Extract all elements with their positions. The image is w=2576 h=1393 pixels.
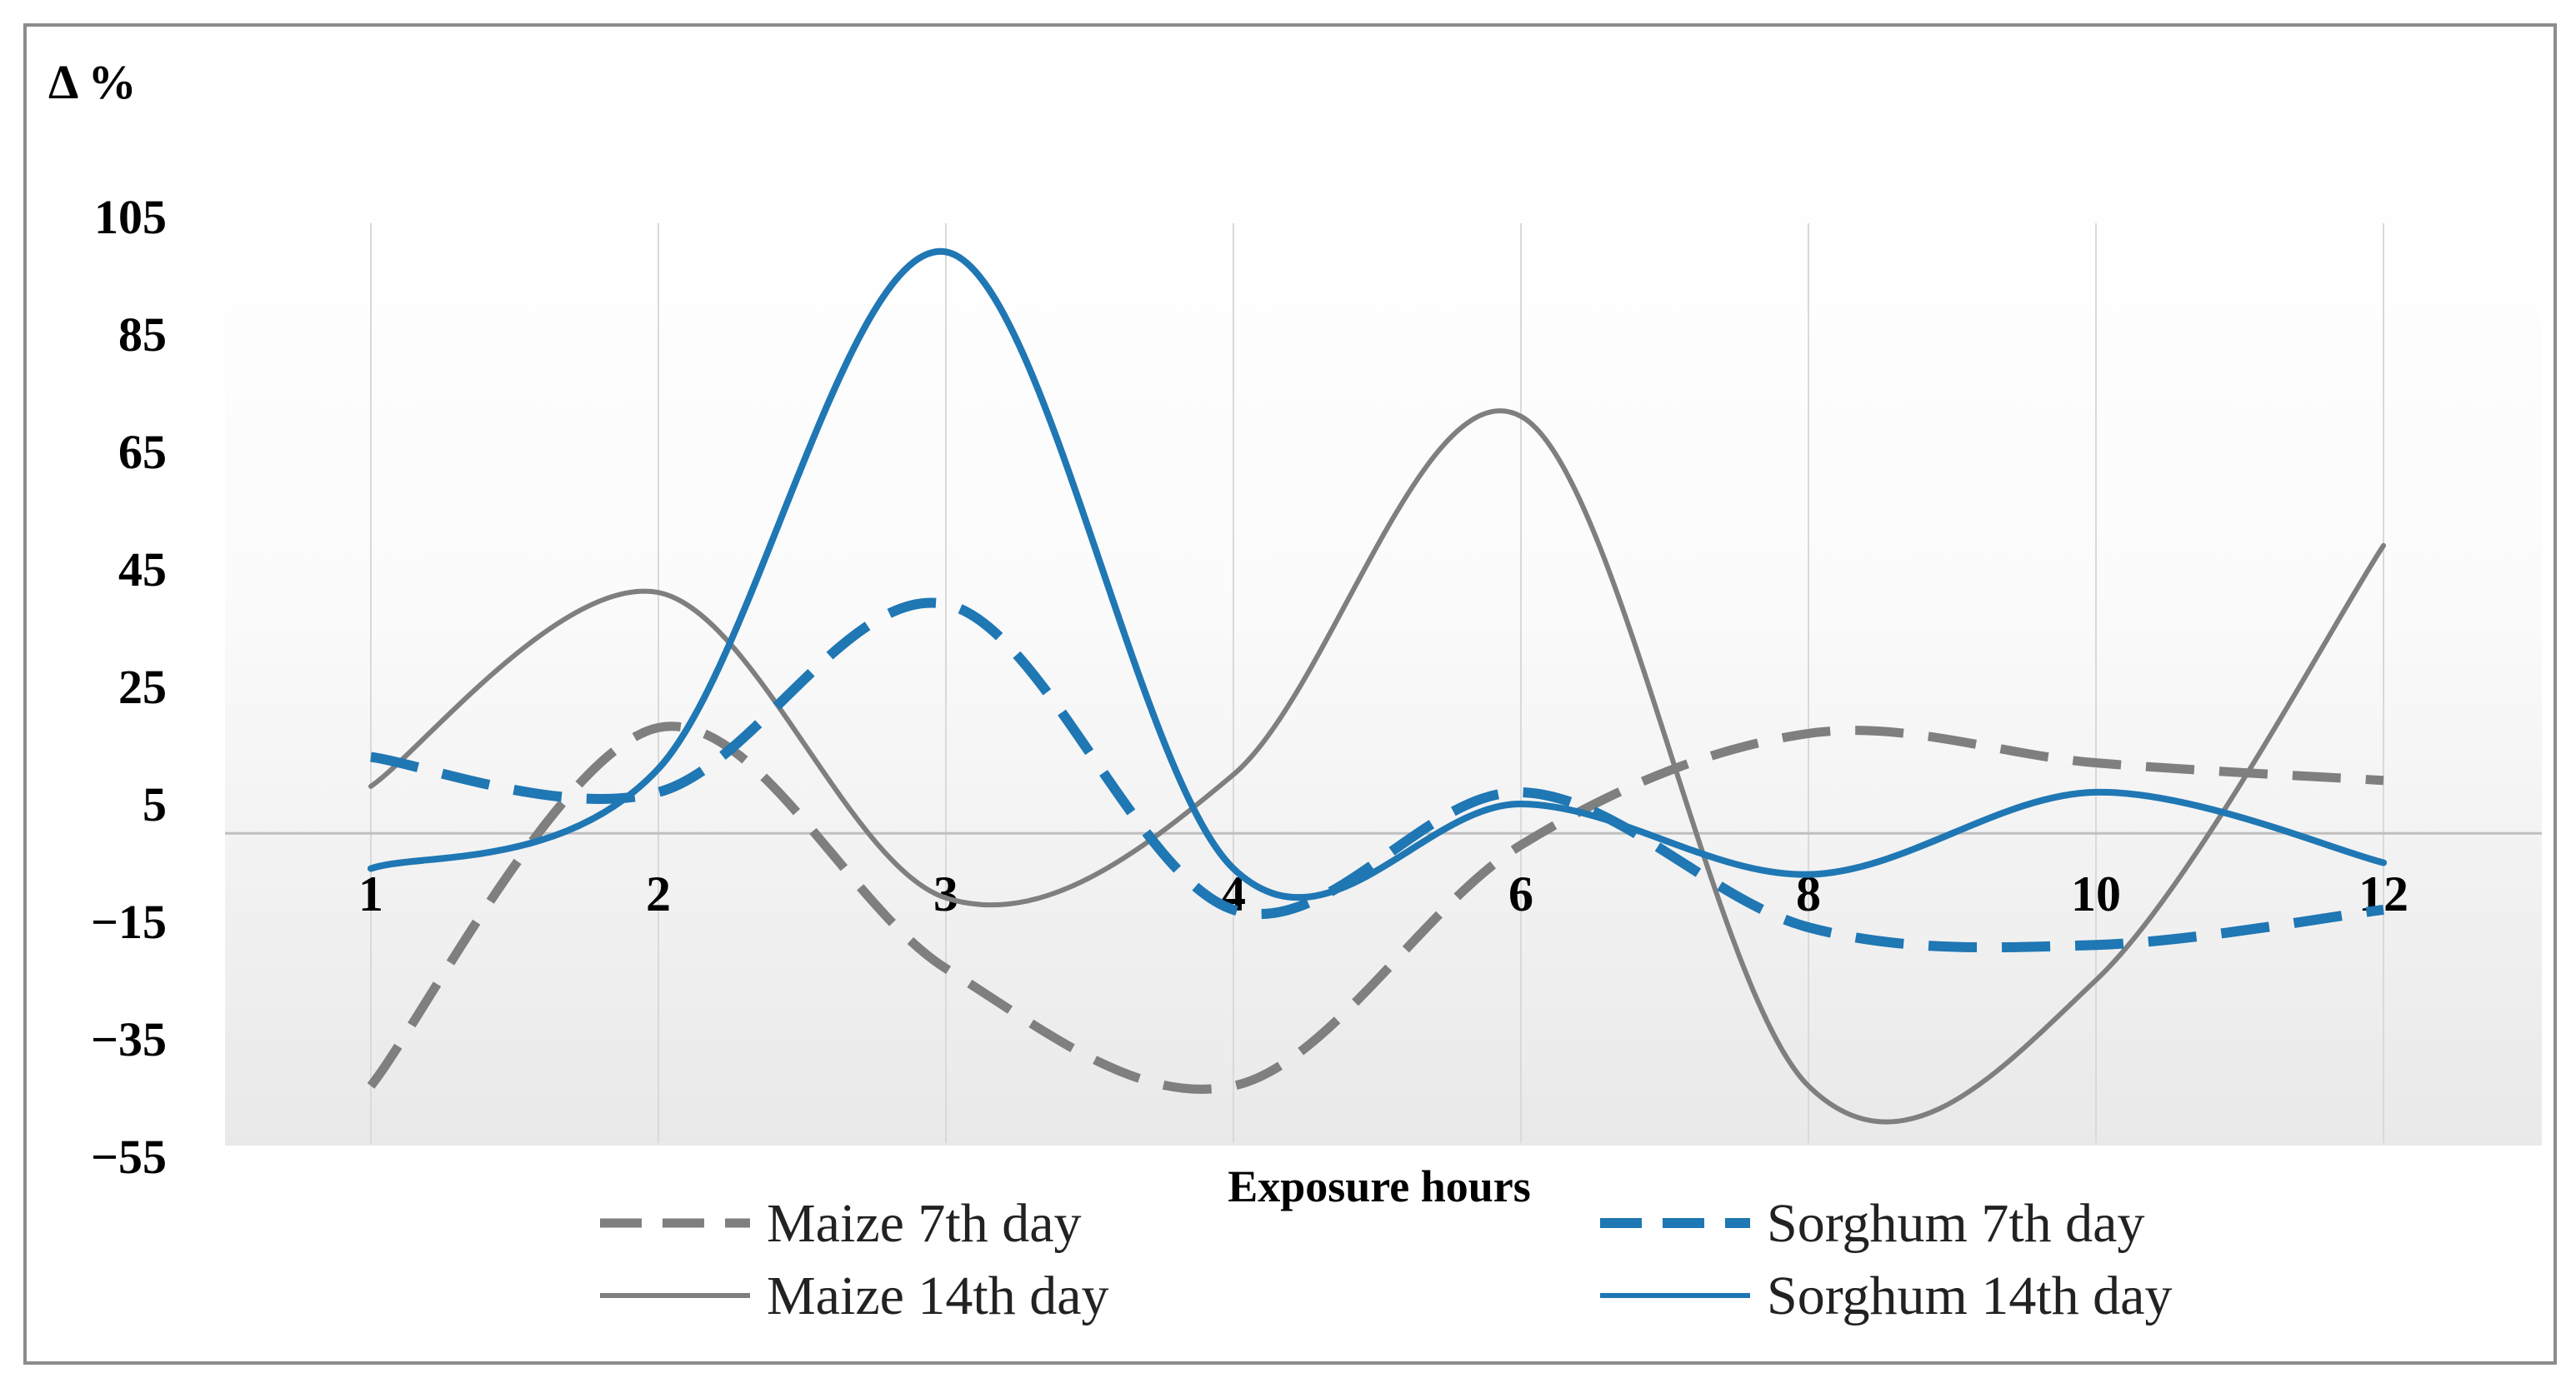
- legend: Maize 7th day Sorghum 7th day Maize 14th d…: [600, 1193, 2172, 1326]
- legend-label: Maize 7th day: [767, 1193, 1082, 1254]
- y-tick-label: 5: [143, 777, 167, 831]
- y-tick-label: 65: [118, 425, 167, 479]
- legend-label: Sorghum 7th day: [1767, 1193, 2144, 1254]
- y-tick-label: −55: [91, 1130, 167, 1184]
- y-tick-label: −35: [91, 1012, 167, 1066]
- y-axis-label: Δ %: [48, 55, 137, 109]
- series-line-maize-7th-day: [367, 721, 2384, 1094]
- y-tick-label: 85: [118, 307, 167, 362]
- grid-lines: [370, 223, 2384, 1143]
- series-lines: [367, 248, 2387, 1125]
- x-tick-label: 2: [646, 866, 671, 921]
- legend-label: Sorghum 14th day: [1767, 1266, 2172, 1326]
- legend-label: Maize 14th day: [767, 1266, 1109, 1326]
- y-tick-label: −15: [91, 895, 167, 949]
- series-line-maize-14th-day: [368, 408, 2386, 1125]
- x-tick-label: 10: [2071, 866, 2121, 921]
- x-tick-label: 1: [358, 866, 383, 921]
- plot-area: [225, 133, 2542, 1146]
- y-tick-label: 45: [118, 542, 167, 597]
- x-axis-label: Exposure hours: [1228, 1161, 1531, 1211]
- series-line-sorghum-14th-day: [368, 248, 2387, 901]
- y-tick-label: 105: [94, 190, 167, 244]
- x-tick-label: 6: [1508, 866, 1533, 921]
- y-tick-labels: 105 85 65 45 25 5 −15 −35 −55: [91, 190, 167, 1184]
- y-tick-label: 25: [118, 660, 167, 714]
